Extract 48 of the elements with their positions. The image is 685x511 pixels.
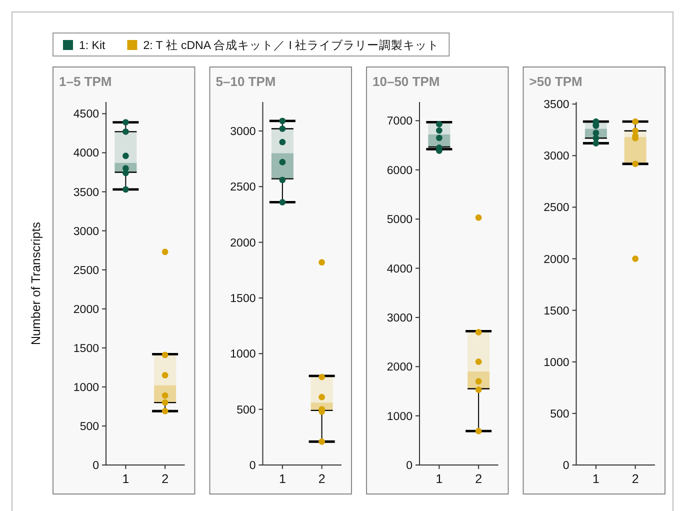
y-tick-label: 5000 (386, 214, 412, 226)
y-tick-label: 1000 (386, 410, 412, 423)
y-tick-label: 500 (550, 408, 570, 420)
y-tick-label: 4500 (73, 108, 99, 121)
y-tick-label: 3000 (544, 150, 570, 163)
y-tick-label: 4000 (386, 263, 412, 276)
y-tick-label: 2500 (73, 264, 99, 277)
x-tick-label: 1 (122, 472, 130, 486)
y-tick-label: 3500 (544, 99, 570, 112)
y-tick-label: 2000 (230, 237, 256, 250)
y-tick-label: 7000 (386, 116, 412, 128)
y-tick-label: 1500 (230, 292, 256, 305)
y-tick-label: 2000 (386, 362, 412, 374)
y-tick-label: 0 (406, 460, 412, 472)
y-tick-label: 1500 (73, 342, 99, 355)
x-tick-label: 2 (475, 472, 482, 486)
x-tick-label: 1 (436, 472, 443, 486)
y-axis-title: Number of Transcripts (29, 222, 43, 345)
y-tick-label: 3500 (73, 186, 99, 199)
y-tick-label: 1000 (544, 356, 570, 369)
y-tick-label: 1000 (230, 348, 256, 361)
x-tick-label: 2 (632, 472, 639, 486)
legend-label: 2: T 社 cDNA 合成キット／ I 社ライブラリー調製キット (143, 38, 440, 52)
x-tick-label: 1 (278, 472, 286, 486)
y-tick-label: 0 (562, 460, 570, 472)
chart-title: 5–10 TPM (216, 74, 276, 89)
y-tick-label: 3000 (386, 312, 412, 324)
y-tick-label: 500 (236, 404, 256, 416)
y-tick-label: 0 (249, 460, 256, 472)
y-tick-label: 3000 (73, 226, 99, 238)
y-tick-label: 4000 (73, 148, 99, 160)
x-tick-label: 2 (318, 472, 326, 486)
y-tick-label: 1500 (544, 305, 570, 318)
x-tick-label: 2 (162, 472, 169, 486)
chart-title: 10–50 TPM (372, 74, 440, 89)
y-tick-label: 3000 (230, 126, 256, 138)
y-tick-label: 1000 (73, 382, 99, 394)
y-tick-label: 2000 (544, 254, 570, 266)
y-tick-label: 2000 (73, 304, 99, 316)
chart-title: 1–5 TPM (59, 74, 112, 89)
y-tick-label: 6000 (386, 164, 412, 177)
chart-title: >50 TPM (529, 74, 582, 89)
legend-label: 1: Kit (79, 40, 106, 52)
y-tick-label: 0 (92, 460, 99, 472)
y-tick-label: 2500 (544, 202, 570, 214)
x-tick-label: 1 (592, 472, 600, 486)
y-tick-label: 500 (80, 420, 99, 433)
y-tick-label: 2500 (230, 182, 256, 194)
